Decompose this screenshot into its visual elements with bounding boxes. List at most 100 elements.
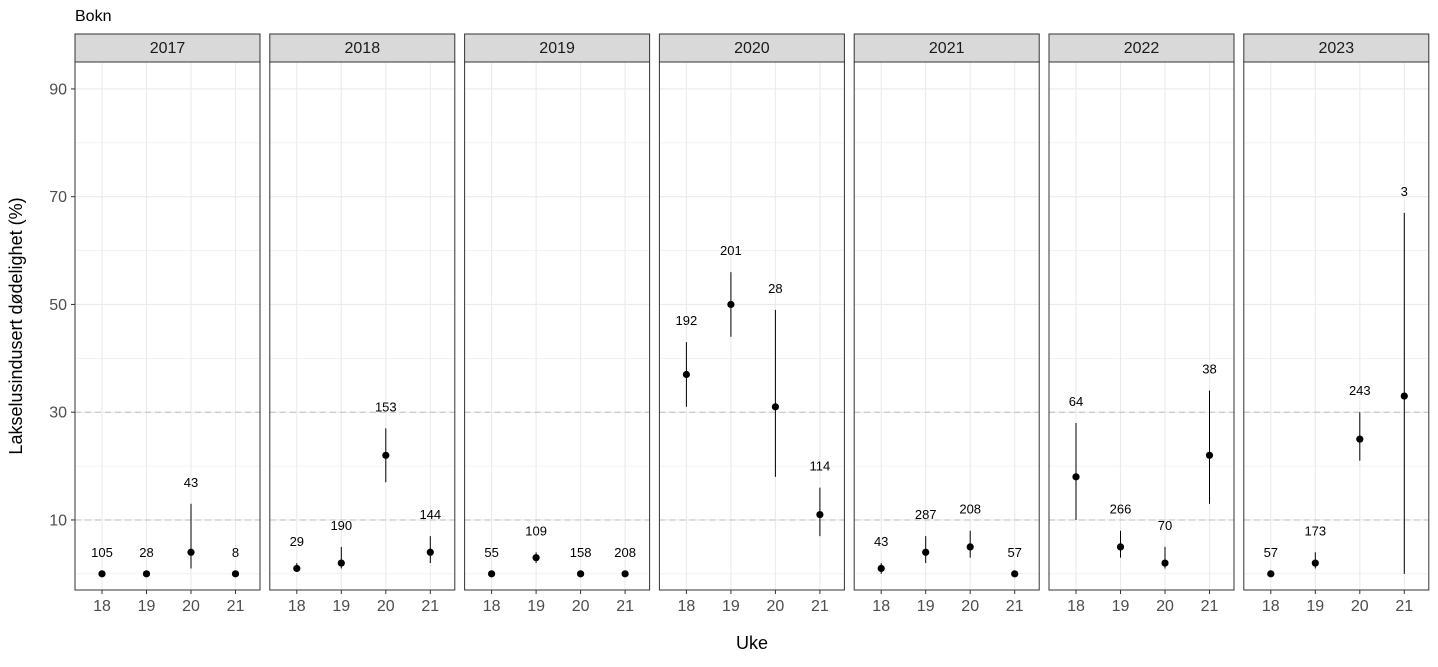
sample-size-label: 3: [1401, 184, 1408, 199]
sample-size-label: 243: [1349, 383, 1371, 398]
facet-panel-2018: 2018 29 190 153 144 18 19 20 21: [269, 33, 456, 615]
facet-panel-2019: 2019 55 109 158 208 18 19 20 21: [464, 33, 651, 615]
panel-background: [75, 62, 260, 590]
sample-size-label: 208: [959, 502, 981, 517]
data-point: [1311, 559, 1319, 567]
facet-panel-2017: 2017 105 28 43 8 18 19 20 21: [74, 33, 261, 615]
sample-size-label: 43: [874, 534, 888, 549]
x-tick-label: 20: [1156, 598, 1174, 615]
x-tick-label: 21: [1201, 598, 1219, 615]
sample-size-label: 29: [290, 534, 304, 549]
facet-strip-label: 2023: [1319, 40, 1355, 57]
panel-border: [74, 61, 261, 591]
x-tick-label: 19: [138, 598, 156, 615]
facet-strip: [853, 33, 1040, 63]
sample-size-label: 70: [1158, 518, 1172, 533]
facet-strip-label: 2018: [345, 40, 381, 57]
data-point: [1400, 392, 1408, 400]
sample-size-label: 55: [484, 545, 498, 560]
facet-panel-2022: 2022 64 266 70 38 18 19 20 21: [1048, 33, 1235, 615]
x-tick-label: 20: [572, 598, 590, 615]
panel-border: [269, 61, 456, 591]
data-point: [532, 554, 540, 562]
panel-background: [854, 62, 1040, 590]
x-tick-label: 21: [1006, 598, 1024, 615]
x-tick-label: 18: [678, 598, 696, 615]
sample-size-label: 173: [1304, 523, 1326, 538]
sample-size-label: 28: [768, 281, 782, 296]
panel-border: [1048, 61, 1235, 591]
sample-size-label: 8: [232, 545, 239, 560]
facet-strip: [269, 33, 456, 63]
y-tick-label: 70: [49, 189, 67, 206]
x-tick-label: 19: [1112, 598, 1130, 615]
x-tick-label: 18: [93, 598, 111, 615]
sample-size-label: 64: [1069, 394, 1083, 409]
sample-size-label: 109: [525, 523, 547, 538]
sample-size-label: 43: [184, 475, 198, 490]
data-point: [382, 451, 390, 459]
data-point: [187, 548, 195, 556]
data-point: [922, 548, 930, 556]
facet-strip-label: 2021: [929, 40, 965, 57]
y-tick-label: 30: [49, 405, 67, 422]
facet-strip-label: 2022: [1124, 40, 1160, 57]
panel-border: [658, 61, 845, 591]
panel-border: [464, 61, 651, 591]
x-tick-label: 21: [811, 598, 829, 615]
facet-strip-label: 2017: [150, 40, 186, 57]
data-point: [577, 570, 585, 578]
x-axis-label: Uke: [736, 633, 768, 653]
sample-size-label: 57: [1007, 545, 1021, 560]
panel-background: [1049, 62, 1234, 590]
x-tick-label: 18: [872, 598, 890, 615]
x-tick-label: 18: [1262, 598, 1280, 615]
y-tick-label: 10: [49, 512, 67, 529]
data-point: [966, 543, 974, 551]
data-point: [1356, 435, 1364, 443]
panel-background: [464, 62, 650, 590]
data-point: [682, 370, 691, 379]
x-tick-label: 19: [527, 598, 545, 615]
sample-size-label: 266: [1110, 502, 1132, 517]
data-point: [771, 403, 780, 411]
x-tick-label: 18: [1067, 598, 1085, 615]
facet-strip-label: 2020: [734, 40, 770, 57]
data-point: [142, 570, 151, 578]
facet-strip: [1243, 33, 1430, 63]
panel-border: [853, 61, 1040, 591]
y-axis-label: Lakselusindusert dødelighet (%): [6, 197, 26, 454]
data-point: [1161, 559, 1169, 567]
x-tick-label: 21: [1395, 598, 1413, 615]
sample-size-label: 208: [614, 545, 636, 560]
sample-size-label: 57: [1264, 545, 1278, 560]
panel-background: [269, 62, 455, 590]
data-point: [293, 564, 301, 573]
facet-panel-2020: 2020 192 201 28 114 18 19 20 21: [658, 33, 845, 615]
sample-size-label: 192: [676, 313, 698, 328]
x-tick-label: 20: [961, 598, 979, 615]
sample-size-label: 114: [810, 459, 831, 474]
data-point: [1072, 473, 1080, 481]
facet-panel-2023: 2023 57 173 243 3 18 19 20 21: [1243, 33, 1430, 615]
x-tick-label: 18: [483, 598, 501, 615]
data-point: [1205, 451, 1214, 459]
x-tick-label: 20: [377, 598, 395, 615]
data-point: [231, 570, 240, 578]
data-point: [877, 564, 885, 573]
sample-size-label: 190: [330, 518, 352, 533]
data-point: [1267, 570, 1275, 578]
data-point: [426, 548, 434, 556]
x-tick-label: 21: [227, 598, 245, 615]
y-tick-label: 50: [49, 297, 67, 314]
data-point: [1116, 543, 1125, 551]
data-point: [98, 570, 106, 578]
sample-size-label: 201: [720, 243, 742, 258]
y-tick-label: 90: [49, 81, 67, 98]
sample-size-label: 28: [139, 545, 153, 560]
x-tick-label: 19: [1306, 598, 1324, 615]
